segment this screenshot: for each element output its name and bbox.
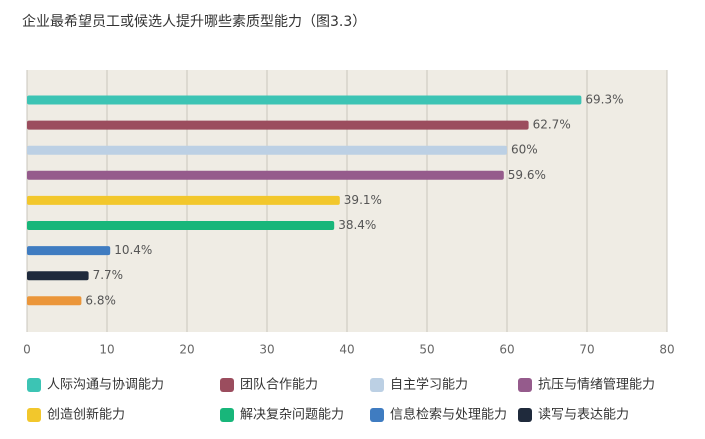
legend-swatch bbox=[518, 408, 532, 422]
bar bbox=[27, 195, 340, 205]
legend-label: 解决复杂问题能力 bbox=[240, 408, 344, 423]
chart-title: 企业最希望员工或候选人提升哪些素质型能力（图3.3） bbox=[22, 13, 366, 30]
bar bbox=[27, 145, 507, 155]
legend-swatch bbox=[27, 408, 41, 422]
x-tick-label: 0 bbox=[23, 343, 31, 357]
value-label: 39.1% bbox=[344, 193, 382, 207]
legend-swatch bbox=[220, 378, 234, 392]
legend-swatch bbox=[370, 408, 384, 422]
bar bbox=[27, 120, 529, 130]
legend-label: 人际沟通与协调能力 bbox=[47, 378, 164, 393]
bar bbox=[27, 246, 111, 256]
bar bbox=[27, 170, 504, 180]
legend-swatch bbox=[518, 378, 532, 392]
legend-label: 读写与表达能力 bbox=[538, 408, 629, 423]
value-label: 62.7% bbox=[533, 118, 571, 132]
x-tick-label: 30 bbox=[259, 343, 274, 357]
x-tick-label: 50 bbox=[419, 343, 434, 357]
value-label: 60% bbox=[511, 143, 538, 157]
value-label: 38.4% bbox=[338, 218, 376, 232]
value-label: 10.4% bbox=[114, 243, 152, 257]
legend-swatch bbox=[370, 378, 384, 392]
x-tick-label: 40 bbox=[339, 343, 354, 357]
value-label: 69.3% bbox=[585, 93, 623, 107]
x-tick-label: 70 bbox=[579, 343, 594, 357]
x-tick-label: 20 bbox=[179, 343, 194, 357]
bar bbox=[27, 221, 335, 230]
value-label: 59.6% bbox=[508, 168, 546, 182]
legend-label: 团队合作能力 bbox=[240, 378, 318, 393]
bar bbox=[27, 296, 82, 306]
value-label: 7.7% bbox=[93, 268, 124, 282]
value-label: 6.8% bbox=[85, 293, 116, 307]
legend-label: 自主学习能力 bbox=[390, 377, 468, 393]
legend-swatch bbox=[27, 378, 41, 392]
x-tick-label: 60 bbox=[499, 343, 514, 357]
x-tick-label: 10 bbox=[99, 343, 114, 357]
legend-label: 抗压与情绪管理能力 bbox=[538, 378, 655, 393]
bar bbox=[27, 271, 89, 281]
legend-swatch bbox=[220, 408, 234, 422]
bar bbox=[27, 95, 582, 105]
legend-label: 信息检索与处理能力 bbox=[390, 407, 507, 423]
x-tick-label: 80 bbox=[659, 343, 674, 357]
legend-label: 创造创新能力 bbox=[47, 407, 125, 423]
